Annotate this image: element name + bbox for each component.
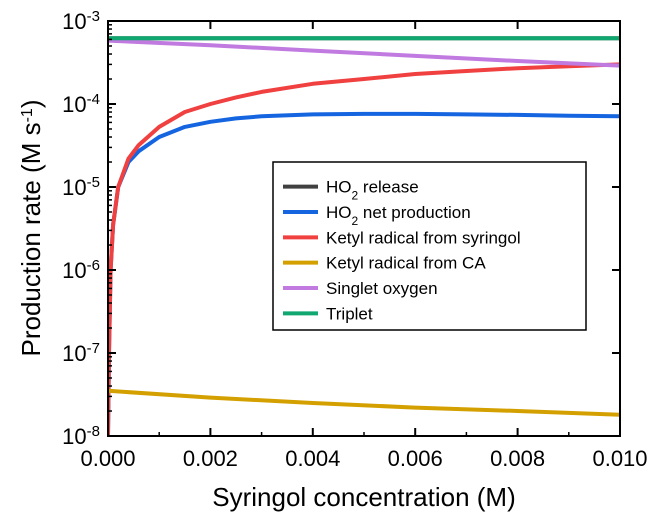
x-tick-label: 0.008 <box>490 446 545 471</box>
y-tick-label: 10-4 <box>62 91 100 118</box>
series-layer <box>108 36 620 436</box>
ticks-layer: 0.000 0.002 0.004 0.006 0.008 0.010 10-8 10-7 10… <box>62 8 647 472</box>
y-axis-title: Production rate (M s-1) <box>16 100 46 357</box>
legend-label-2: Ketyl radical from syringol <box>326 228 521 247</box>
legend-label-5: Triplet <box>326 304 373 323</box>
legend-label-1: HO2 net production <box>326 203 471 228</box>
x-tick-label: 0.004 <box>285 446 340 471</box>
x-tick-label: 0.006 <box>388 446 443 471</box>
x-axis-title: Syringol concentration (M) <box>212 482 515 512</box>
x-tick-label: 0.002 <box>183 446 238 471</box>
x-tick-label: 0.000 <box>80 446 135 471</box>
legend-label-4: Singlet oxygen <box>326 279 438 298</box>
y-tick-label: 10-8 <box>62 423 100 450</box>
x-tick-label: 0.010 <box>592 446 647 471</box>
y-tick-label: 10-5 <box>62 174 100 201</box>
series-line-4 <box>108 38 620 68</box>
legend-label-0: HO2 release <box>326 178 419 203</box>
y-tick-label: 10-3 <box>62 8 100 35</box>
series-line-2 <box>108 62 620 436</box>
series-line-3 <box>108 388 620 417</box>
y-tick-label: 10-6 <box>62 257 100 284</box>
legend-label-3: Ketyl radical from CA <box>326 254 486 273</box>
legend-box <box>272 161 587 331</box>
y-tick-label: 10-7 <box>62 340 100 367</box>
